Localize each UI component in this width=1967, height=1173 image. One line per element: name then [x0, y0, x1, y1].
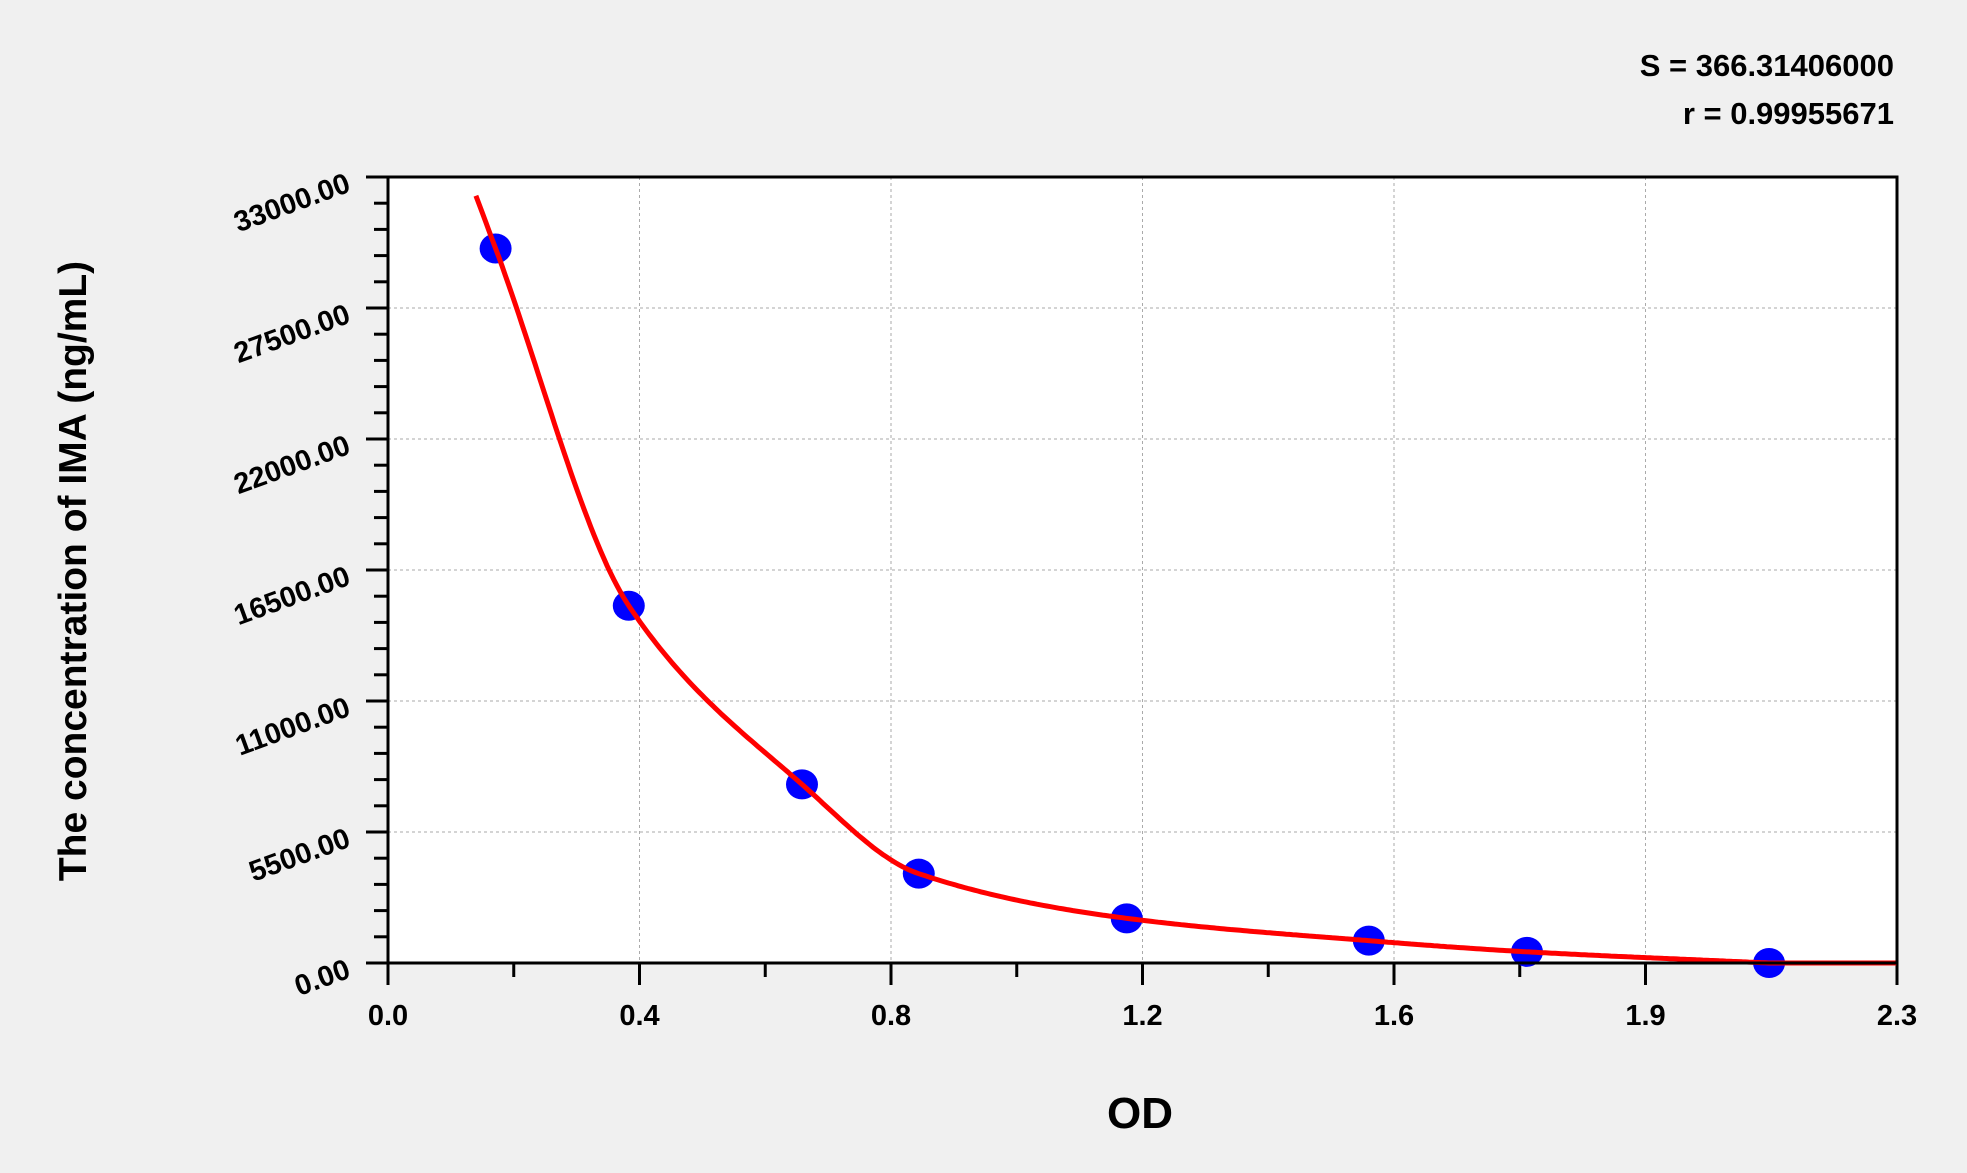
fitted-curve [473, 194, 1897, 966]
y-tick-label: 5500.00 [245, 823, 354, 889]
grid-lines [388, 177, 1897, 963]
y-axis-label: The concentration of IMA (ng/mL) [52, 261, 95, 881]
x-tick-label: 0.4 [619, 1000, 659, 1032]
x-tick-label: 2.3 [1877, 1000, 1917, 1032]
stat-s: S = 366.31406000 [1640, 48, 1894, 83]
y-tick-label: 33000.00 [230, 168, 355, 239]
y-tick-label: 11000.00 [231, 692, 354, 763]
stat-r: r = 0.99955671 [1683, 96, 1894, 131]
y-tick-label: 0.00 [290, 954, 354, 1003]
y-tick-labels: 0.00 5500.00 11000.00 16500.00 22000.00 27500… [230, 168, 355, 1003]
x-axis-label: OD [1107, 1089, 1173, 1138]
axis-ticks [366, 175, 1899, 985]
x-tick-label: 0.8 [871, 1000, 911, 1032]
x-tick-labels: 0.0 0.4 0.8 1.2 1.6 1.9 2.3 [368, 1000, 1917, 1032]
x-tick-label: 1.6 [1374, 1000, 1414, 1032]
x-tick-label: 1.9 [1625, 1000, 1665, 1032]
plot-border [386, 175, 1899, 965]
y-tick-label: 16500.00 [230, 561, 355, 632]
y-tick-label: 22000.00 [230, 430, 355, 501]
y-tick-label: 27500.00 [230, 299, 355, 370]
x-tick-label: 1.2 [1122, 1000, 1162, 1032]
x-tick-label: 0.0 [368, 1000, 408, 1032]
